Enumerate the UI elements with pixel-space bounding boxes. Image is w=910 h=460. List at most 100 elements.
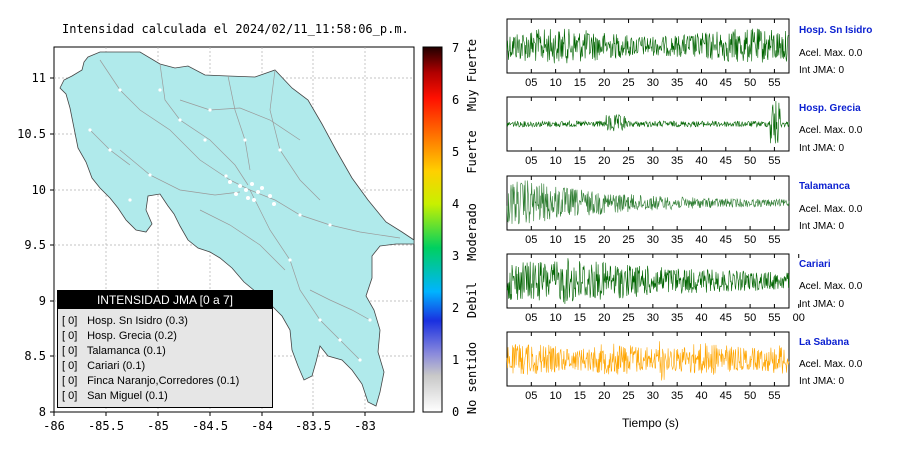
seismogram-tick-label: 50	[744, 312, 756, 324]
station-int: Int JMA: 0	[799, 376, 845, 387]
seismogram-tick-label: 20	[598, 234, 610, 246]
legend-item: [ 0] Finca Naranjo,Corredores (0.1)	[62, 375, 240, 387]
seismogram-tick-label: 30	[647, 77, 659, 89]
colorbar-category: Fuerte	[465, 130, 479, 173]
seismogram-tick-label: 20	[598, 77, 610, 89]
map-title: Intensidad calculada el 2024/02/11_11:58…	[62, 22, 409, 36]
seismogram-tick-label: 30	[647, 234, 659, 246]
map-x-tick-label: -83	[354, 419, 376, 433]
seismogram-trace	[506, 28, 790, 64]
map-y-tick-label: 9	[39, 294, 46, 308]
map-y-tick-label: 10.5	[17, 127, 46, 141]
seismogram-tick-label: 20	[598, 155, 610, 167]
map-y-tick-label: 11	[32, 71, 46, 85]
legend-item: [ 0] Hosp. Sn Isidro (0.3)	[62, 315, 188, 327]
legend-item: [ 0] Hosp. Grecia (0.2)	[62, 330, 177, 342]
seismogram-tick-label: 25	[622, 77, 634, 89]
seismogram-tick-label: 50	[744, 155, 756, 167]
seismogram-tick-label: 10	[549, 155, 561, 167]
seismogram-tick-label: 25	[622, 312, 634, 324]
colorbar-category: No sentido	[465, 342, 479, 414]
seismogram-tick-label: 05	[525, 312, 537, 324]
station-name: Hosp. Sn Isidro	[799, 25, 873, 36]
seismogram-tick-label: 10	[549, 77, 561, 89]
seismogram-tick-label: 25	[622, 234, 634, 246]
map-y-tick-label: 9.5	[24, 238, 46, 252]
intensity-colorbar: 7 6 5 4 3 2 1 0 Muy Fuerte Fuerte Modera…	[422, 39, 479, 419]
station-acel: Acel. Max. 0.0	[799, 125, 863, 136]
legend-item: [ 0] Talamanca (0.1)	[62, 345, 166, 357]
colorbar-gradient	[422, 46, 443, 413]
map-roads	[89, 59, 401, 361]
seismogram-tick-label: 05	[525, 390, 537, 402]
station-acel: Acel. Max. 0.0	[799, 359, 863, 370]
map-y-tick-label: 8	[39, 405, 46, 419]
seismogram-tick-label: 40	[695, 312, 707, 324]
seismogram-tick-label: 00	[793, 312, 805, 324]
station-int: Int JMA: 0	[799, 65, 845, 76]
seismogram-tick-label: 55	[768, 390, 780, 402]
station-acel: Acel. Max. 0.0	[799, 48, 863, 59]
seismogram-tick-label: 20	[598, 390, 610, 402]
station-name: Cariari	[799, 259, 831, 270]
seismogram-tick-label: 50	[744, 234, 756, 246]
station-int: Int JMA: 0	[799, 143, 845, 154]
seismogram-tick-label: 05	[525, 234, 537, 246]
seismogram-tick-label: 10	[549, 390, 561, 402]
station-acel: Acel. Max. 0.0	[799, 281, 863, 292]
seismogram-tick-label: 25	[622, 390, 634, 402]
colorbar-tick-label: 6	[452, 93, 459, 107]
colorbar-tick-label: 4	[452, 197, 459, 211]
seismogram-trace	[506, 100, 790, 144]
colorbar-tick-label: 0	[452, 405, 459, 419]
seismogram-tick-label: 40	[695, 390, 707, 402]
seismogram-tick-label: 10	[549, 234, 561, 246]
seismogram-tick-label: 40	[695, 234, 707, 246]
legend-title: INTENSIDAD JMA [0 a 7]	[58, 291, 272, 309]
map-x-tick-label: -85.5	[88, 419, 124, 433]
seismogram-tick-label: 35	[671, 234, 683, 246]
colorbar-category: Moderado	[465, 203, 479, 261]
map-x-tick-label: -83.5	[295, 419, 331, 433]
seismogram-tick-label: 35	[671, 155, 683, 167]
seismogram-tick-label: 35	[671, 77, 683, 89]
seismogram-tick-label: 05	[525, 155, 537, 167]
station-name: La Sabana	[799, 337, 850, 348]
map-x-tick-label: -86	[43, 419, 65, 433]
seismogram-tick-label: 30	[647, 390, 659, 402]
colorbar-tick-label: 1	[452, 353, 459, 367]
seismogram-tick-label: 15	[574, 234, 586, 246]
seismogram-tick-label: 55	[768, 155, 780, 167]
intensity-legend: INTENSIDAD JMA [0 a 7] [ 0] Hosp. Sn Isi…	[57, 290, 273, 408]
seismogram-tick-label: 05	[525, 77, 537, 89]
seismogram-tick-label: 40	[695, 77, 707, 89]
map-towns	[88, 88, 372, 362]
seismogram-tick-label: 35	[671, 390, 683, 402]
station-name: Hosp. Grecia	[799, 103, 861, 114]
map-x-tick-label: -85	[147, 419, 169, 433]
station-name: Talamanca	[799, 181, 850, 192]
seismogram-tick-label: 45	[720, 77, 732, 89]
seismogram-tick-label: 10	[549, 312, 561, 324]
seismogram-tick-label: 55	[768, 312, 780, 324]
seismogram-tick-label: 55	[768, 77, 780, 89]
seismogram-tick-label: 45	[720, 312, 732, 324]
costa-rica-land	[59, 51, 415, 407]
seismogram-tick-label: 50	[744, 390, 756, 402]
seismogram-tick-label: 50	[744, 77, 756, 89]
seismogram-tick-label: 15	[574, 390, 586, 402]
legend-item: [ 0] Cariari (0.1)	[62, 360, 146, 372]
station-acel: Acel. Max. 0.0	[799, 204, 863, 215]
station-int: Int JMA: 0	[799, 299, 845, 310]
seismogram-tick-label: 20	[598, 312, 610, 324]
seismogram-tick-label: 45	[720, 155, 732, 167]
seismogram-tick-label: 15	[574, 77, 586, 89]
seismogram-tick-label: 55	[768, 234, 780, 246]
map-x-tick-label: -84	[251, 419, 273, 433]
seismogram-trace	[506, 258, 790, 305]
colorbar-category: Debil	[465, 282, 479, 318]
seismogram-tick-label: 45	[720, 390, 732, 402]
seismogram-tick-label: 30	[647, 155, 659, 167]
colorbar-category: Muy Fuerte	[465, 39, 479, 111]
colorbar-tick-label: 5	[452, 145, 459, 159]
